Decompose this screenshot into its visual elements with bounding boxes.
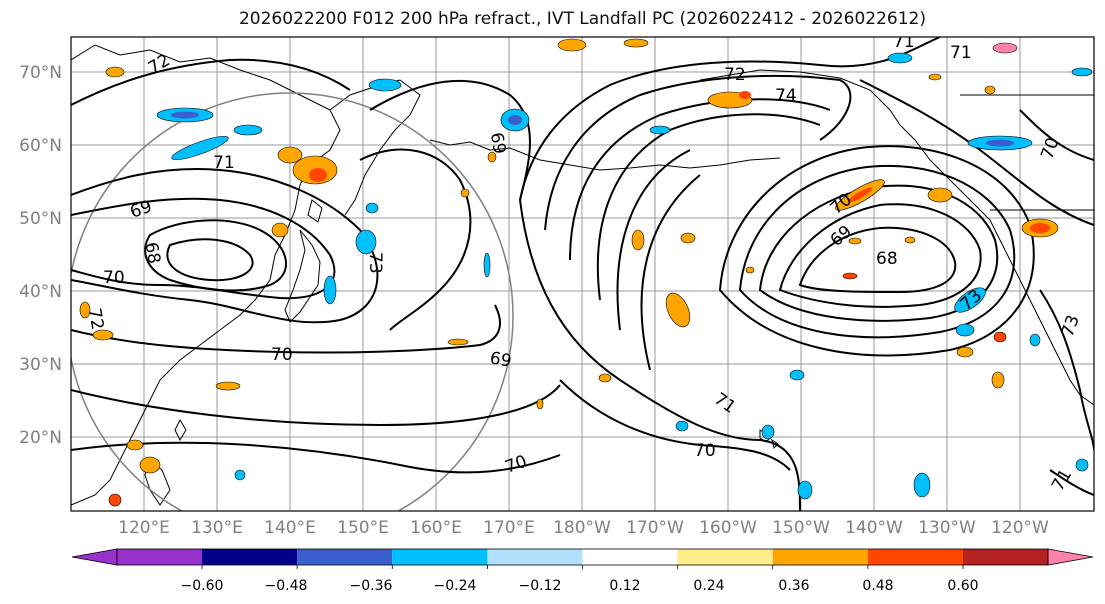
contour-label: 74 — [775, 86, 797, 106]
lon-label: 160°E — [410, 518, 462, 538]
contour-label: 70 — [103, 268, 125, 288]
colorbar-ticks: −0.60 −0.48 −0.36 −0.24 −0.12 0.12 0.24 … — [181, 578, 979, 594]
contour-label: 72 — [84, 307, 107, 332]
lat-label: 70°N — [19, 63, 62, 83]
contour-label: 71 — [893, 32, 915, 52]
map-frame — [70, 36, 1095, 512]
lat-label: 50°N — [19, 209, 62, 229]
contour-label: 71 — [950, 43, 972, 63]
contour-label: 68 — [140, 241, 163, 266]
colorbar-segment — [117, 549, 202, 565]
lon-label: 120°W — [991, 518, 1049, 538]
contour-label: 68 — [876, 249, 898, 269]
colorbar-extend-max — [1047, 548, 1094, 566]
colorbar-tick-label: −0.60 — [181, 578, 224, 594]
radius-circle — [71, 92, 514, 511]
colorbar-segment — [202, 549, 298, 565]
contour-label: 69 — [486, 131, 509, 156]
lon-label: 150°W — [772, 518, 830, 538]
colorbar-tick-label: 0.36 — [778, 578, 809, 594]
colorbar-tick-label: −0.48 — [265, 578, 308, 594]
lon-label: 170°E — [483, 518, 535, 538]
ivt-pc-shading — [79, 38, 1093, 507]
colorbar-tick-label: −0.24 — [434, 578, 477, 594]
map-title: 2026022200 F012 200 hPa refract., IVT La… — [238, 9, 926, 29]
lon-label: 120°E — [118, 518, 170, 538]
lon-label: 160°W — [699, 518, 757, 538]
colorbar-segment — [867, 549, 963, 565]
graticule — [71, 37, 1094, 511]
lon-label: 140°W — [845, 518, 903, 538]
contour-label: 72 — [724, 65, 746, 85]
contour-labels: 72 71 72 74 71 71 70 69 68 70 69 73 69 7… — [84, 32, 1084, 495]
contour-label: 73 — [365, 252, 385, 274]
lat-label: 40°N — [19, 282, 62, 302]
colorbar-extend-min — [71, 548, 118, 566]
lon-label: 180°W — [553, 518, 611, 538]
colorbar-segment — [772, 549, 868, 565]
colorbar-tick-label: 0.24 — [693, 578, 724, 594]
colorbar-tick-label: −0.12 — [519, 578, 562, 594]
lat-label: 30°N — [19, 355, 62, 375]
contour-label: 69 — [488, 348, 513, 371]
colorbar-segment — [487, 549, 583, 565]
longitude-labels: 120°E 130°E 140°E 150°E 160°E 170°E 180°… — [118, 518, 1049, 538]
lon-label: 130°W — [918, 518, 976, 538]
colorbar-tick-label: 0.60 — [947, 578, 978, 594]
colorbar — [71, 548, 1094, 569]
contour-label: 70 — [271, 345, 293, 365]
lon-label: 140°E — [264, 518, 316, 538]
lon-label: 170°W — [626, 518, 684, 538]
contour-label: 71 — [213, 153, 235, 173]
colorbar-tick-label: 0.12 — [609, 578, 640, 594]
colorbar-segment — [392, 549, 488, 565]
lon-label: 150°E — [337, 518, 389, 538]
colorbar-segment — [677, 549, 773, 565]
colorbar-tick-label: −0.36 — [350, 578, 393, 594]
colorbar-segment — [297, 549, 393, 565]
colorbar-segment — [963, 549, 1048, 565]
lat-label: 20°N — [19, 428, 62, 448]
latitude-labels: 70°N 60°N 50°N 40°N 30°N 20°N — [19, 63, 62, 448]
lon-label: 130°E — [191, 518, 243, 538]
lat-label: 60°N — [19, 136, 62, 156]
colorbar-segment — [582, 549, 678, 565]
colorbar-tick-label: 0.48 — [862, 578, 893, 594]
contour-label: 70 — [694, 441, 716, 461]
